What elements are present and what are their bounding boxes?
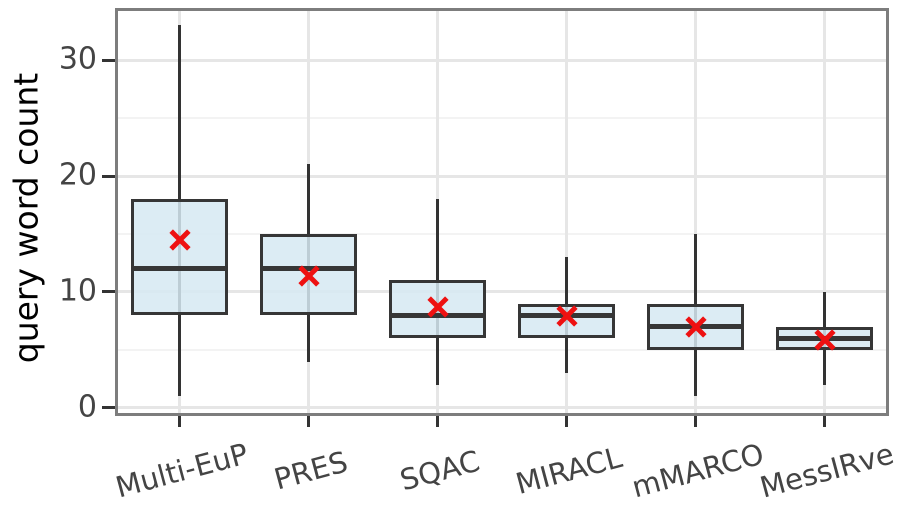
x-tick-mark-MessIRve	[823, 416, 826, 427]
x-tick-label-PRES: PRES	[270, 444, 351, 497]
y-tick-mark-0	[102, 406, 115, 410]
minor-gridline-y5	[117, 348, 887, 351]
median-line-SQAC	[392, 312, 483, 318]
major-gridline-x-MessIRve	[823, 10, 826, 414]
x-tick-label-MIRACL: MIRACL	[511, 440, 626, 501]
y-tick-label-10: 10	[58, 273, 97, 309]
x-tick-mark-mMARCO	[694, 416, 697, 427]
minor-gridline-y15	[117, 233, 887, 236]
y-tick-label-0: 0	[77, 389, 97, 425]
major-gridline-x-mMARCO	[694, 10, 697, 414]
major-gridline-y0	[117, 406, 887, 410]
plot-panel-border	[115, 8, 889, 416]
x-tick-mark-PRES	[307, 416, 310, 427]
major-gridline-x-MIRACL	[565, 10, 568, 414]
x-tick-mark-MIRACL	[565, 416, 568, 427]
y-tick-mark-10	[102, 290, 115, 294]
iqr-box-Multi-EuP	[131, 199, 228, 316]
iqr-box-MIRACL	[518, 303, 615, 339]
y-tick-mark-30	[102, 58, 115, 62]
x-tick-mark-SQAC	[436, 416, 439, 427]
x-tick-mark-Multi-EuP	[178, 416, 181, 427]
x-tick-label-MessIRve: MessIRve	[755, 436, 897, 505]
major-gridline-y30	[117, 58, 887, 62]
x-tick-label-mMARCO: mMARCO	[627, 436, 767, 505]
y-tick-label-30: 30	[58, 41, 97, 77]
x-tick-label-SQAC: SQAC	[395, 443, 483, 498]
x-tick-label-Multi-EuP: Multi-EuP	[111, 436, 252, 505]
median-line-Multi-EuP	[134, 266, 225, 272]
y-tick-label-20: 20	[58, 157, 97, 193]
y-tick-mark-20	[102, 174, 115, 178]
major-gridline-y20	[117, 174, 887, 178]
minor-gridline-y25	[117, 117, 887, 120]
major-gridline-y10	[117, 290, 887, 294]
median-line-PRES	[263, 266, 354, 272]
